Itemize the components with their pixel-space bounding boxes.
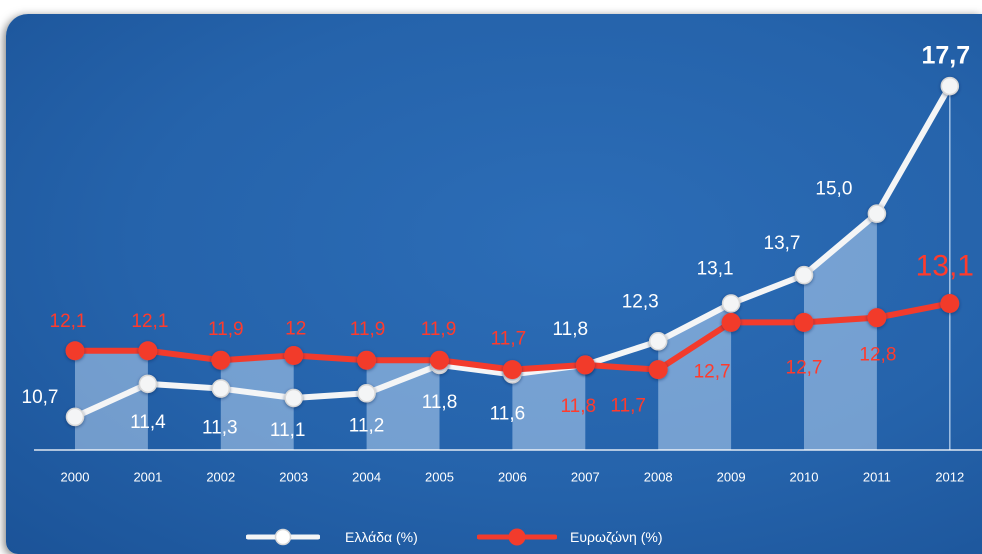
data-point-greece-2008 — [648, 332, 668, 351]
legend-greece-line-icon — [246, 528, 320, 546]
data-point-eurozone-2007 — [575, 355, 595, 375]
legend-eurozone-label: Ευρωζώνη (%) — [570, 529, 663, 545]
x-tick-labels: 2000 2001 2002 2003 2004 2005 2006 2007 2008 2009… — [61, 469, 965, 484]
data-point-greece-2012 — [940, 76, 960, 96]
data-label-greece-2001: 11,4 — [130, 412, 166, 433]
data-point-eurozone-2009 — [721, 312, 741, 332]
band-2006-2007 — [512, 364, 586, 450]
data-point-eurozone-2008 — [648, 360, 668, 380]
data-label-greece-2005: 11,8 — [422, 392, 458, 413]
data-label-greece-2012: 17,7 — [921, 42, 970, 70]
legend: Ελλάδα (%) Ευρωζώνη (%) — [0, 524, 982, 550]
data-point-greece-2002 — [211, 379, 231, 398]
x-tick-label-2010: 2010 — [790, 469, 819, 484]
legend-greece-label: Ελλάδα (%) — [345, 529, 418, 545]
band-2002-2003 — [220, 355, 294, 450]
data-label-eurozone-2004: 11,9 — [350, 319, 386, 340]
x-tick-label-2003: 2003 — [279, 469, 308, 484]
data-label-greece-2004: 11,2 — [349, 415, 385, 436]
data-label-greece-2002: 11,3 — [202, 418, 238, 439]
band-2004-2005 — [366, 360, 440, 450]
data-point-greece-2001 — [138, 374, 158, 394]
data-label-eurozone-2005: 11,9 — [421, 319, 457, 340]
data-label-greece-2007: 11,8 — [553, 319, 589, 340]
x-tick-label-2002: 2002 — [206, 469, 235, 484]
data-label-eurozone-2009: 12,7 — [694, 361, 731, 382]
background-bands — [75, 86, 951, 450]
x-tick-label-2008: 2008 — [644, 469, 673, 484]
data-point-eurozone-2012 — [940, 293, 960, 313]
x-tick-label-2006: 2006 — [498, 469, 527, 484]
data-label-eurozone-2000: 12,1 — [50, 311, 87, 332]
band-2008-2009 — [658, 303, 732, 450]
data-point-eurozone-2010 — [794, 312, 814, 332]
data-point-greece-2011 — [867, 204, 887, 223]
data-point-eurozone-2011 — [867, 308, 887, 328]
data-label-eurozone-2001: 12,1 — [131, 311, 168, 332]
data-point-eurozone-2006 — [502, 360, 522, 380]
data-point-eurozone-2001 — [138, 341, 158, 361]
data-label-eurozone-2003: 12 — [285, 318, 306, 339]
x-tick-label-2007: 2007 — [571, 469, 600, 484]
data-label-greece-2010: 13,7 — [764, 233, 801, 254]
data-point-eurozone-2004 — [357, 350, 377, 370]
data-label-eurozone-2007: 11,8 — [561, 396, 597, 417]
data-label-eurozone-2008: 11,7 — [610, 396, 646, 417]
data-label-eurozone-2011: 12,8 — [859, 345, 896, 366]
x-tick-label-2011: 2011 — [863, 469, 891, 484]
data-point-eurozone-2003 — [284, 345, 304, 365]
data-point-greece-2003 — [284, 388, 303, 408]
x-tick-label-2004: 2004 — [352, 469, 381, 484]
data-label-greece-2009: 13,1 — [697, 258, 734, 279]
data-label-greece-2008: 12,3 — [622, 291, 659, 312]
legend-eurozone-line-icon — [477, 528, 557, 546]
data-label-eurozone-2006: 11,7 — [491, 329, 527, 350]
data-label-eurozone-2012: 13,1 — [916, 249, 974, 282]
data-point-greece-2004 — [357, 384, 376, 403]
x-tick-label-2009: 2009 — [717, 469, 746, 484]
data-label-greece-2000: 10,7 — [22, 387, 59, 408]
data-point-greece-2009 — [721, 294, 741, 313]
x-tick-label-2005: 2005 — [425, 469, 454, 484]
band-2010-2011 — [804, 213, 877, 450]
data-label-eurozone-2010: 12,7 — [786, 357, 823, 378]
data-label-eurozone-2002: 11,9 — [208, 319, 244, 340]
data-label-greece-2003: 11,1 — [270, 420, 306, 441]
data-point-greece-2000 — [65, 407, 85, 427]
x-tick-label-2000: 2000 — [61, 469, 90, 484]
x-tick-label-2012: 2012 — [935, 469, 964, 484]
data-point-eurozone-2005 — [430, 350, 449, 370]
data-label-greece-2011: 15,0 — [815, 179, 852, 200]
x-tick-label-2001: 2001 — [133, 469, 162, 484]
data-point-greece-2010 — [794, 265, 814, 285]
data-label-greece-2006: 11,6 — [490, 403, 526, 424]
data-point-eurozone-2002 — [211, 350, 231, 370]
series-eurozone: 12,1 12,1 11,9 12 11,9 11,9 11,7 11,8 11,7 12,7 12… — [50, 249, 974, 417]
data-point-eurozone-2000 — [65, 341, 85, 361]
